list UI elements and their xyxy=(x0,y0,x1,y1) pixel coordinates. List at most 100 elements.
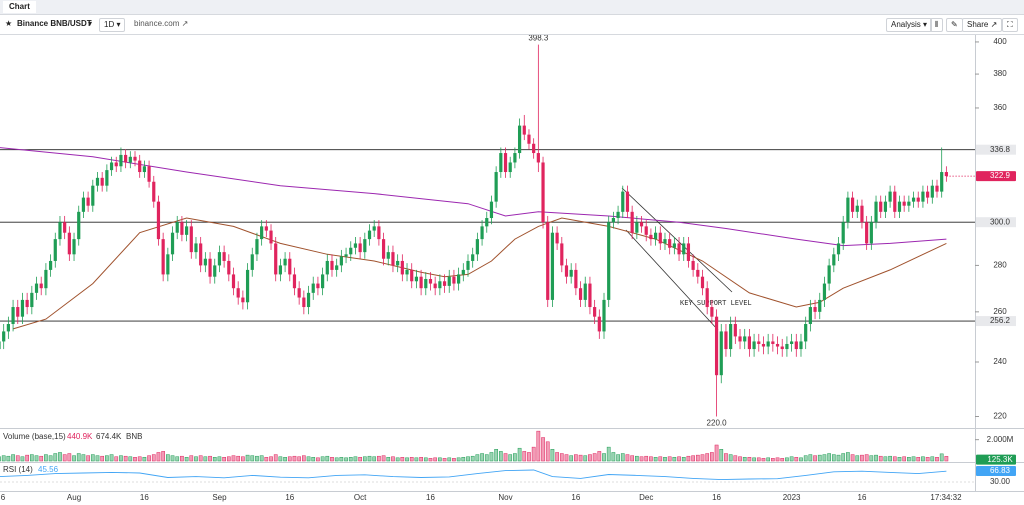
volume-current-box xyxy=(976,454,1016,465)
candle-body xyxy=(156,201,161,240)
candle-body xyxy=(522,125,526,135)
candle-body xyxy=(349,247,353,255)
candle-body xyxy=(433,283,437,289)
volume-bar xyxy=(302,455,306,462)
volume-bar xyxy=(892,456,897,462)
volume-bar xyxy=(916,457,921,462)
candle-body xyxy=(494,172,498,202)
volume-bar xyxy=(395,457,400,462)
candle-body xyxy=(771,341,775,344)
volume-bar xyxy=(297,456,302,462)
candle-body xyxy=(236,288,240,298)
volume-bar xyxy=(705,453,710,462)
volume-bar xyxy=(470,455,475,462)
candle-body xyxy=(255,239,259,255)
volume-bar xyxy=(311,457,316,462)
candle-body xyxy=(241,297,245,303)
volume-bar xyxy=(330,457,334,462)
volume-bar xyxy=(433,457,438,462)
candle-body xyxy=(780,346,784,350)
volume-bar xyxy=(456,457,461,462)
candle-body xyxy=(705,288,709,308)
candle-body xyxy=(874,201,878,223)
candle-body xyxy=(119,154,123,167)
volume-bar xyxy=(292,455,297,462)
symbol-dropdown[interactable]: ▾ xyxy=(88,19,93,28)
share-button[interactable]: Share ↗ xyxy=(962,18,1003,32)
volume-bar xyxy=(170,455,175,462)
volume-bar xyxy=(658,456,663,462)
favorite-icon[interactable]: ★ xyxy=(5,19,13,28)
tab[interactable]: Chart xyxy=(3,1,36,13)
candle-body xyxy=(785,343,789,350)
candle-body xyxy=(663,239,667,244)
analysis-button[interactable]: Analysis ▾ xyxy=(886,18,933,32)
volume-bar xyxy=(442,458,447,462)
fullscreen-button[interactable]: ⛶ xyxy=(1002,18,1018,32)
pane-borders xyxy=(0,34,1024,492)
candle-body xyxy=(344,254,348,257)
candle-body xyxy=(696,269,700,277)
volume-bar xyxy=(175,456,180,462)
volume-bar xyxy=(878,455,883,462)
candle-body xyxy=(546,222,550,300)
candle-body xyxy=(278,265,282,275)
candle-body xyxy=(555,232,559,244)
volume-bar xyxy=(691,455,695,462)
share: Share xyxy=(967,20,989,29)
candle-body xyxy=(879,201,883,212)
candle-body xyxy=(264,226,268,231)
candle-body xyxy=(419,276,423,289)
volume-bar xyxy=(362,456,367,462)
volume-bar xyxy=(869,455,874,462)
volume-bar xyxy=(930,456,935,462)
symbol[interactable]: Binance BNB/USDT xyxy=(17,19,92,28)
volume-bar xyxy=(409,457,414,462)
source-link[interactable]: binance.com ↗ xyxy=(134,19,189,28)
candle-body xyxy=(593,307,597,317)
moving-average xyxy=(0,147,947,247)
volume-bar xyxy=(86,455,90,462)
rsi-current-box xyxy=(976,465,1016,476)
candle-body xyxy=(564,265,569,277)
candle-body xyxy=(766,341,770,347)
volume-bar xyxy=(320,456,325,462)
candle-body xyxy=(799,341,803,350)
volume-bar xyxy=(841,453,846,462)
candle-body xyxy=(597,316,601,332)
x-tick-label: Sep xyxy=(212,493,227,502)
candle-body xyxy=(438,281,442,289)
volume-bar xyxy=(681,457,686,462)
volume-bar xyxy=(911,456,916,462)
volume-bar xyxy=(527,452,531,462)
candle-body xyxy=(836,243,841,255)
candle-body xyxy=(166,254,170,275)
interval-button[interactable]: 1D ▾ xyxy=(99,18,126,32)
candle-body xyxy=(217,252,222,266)
candle-body xyxy=(513,153,517,163)
candle-body xyxy=(372,226,376,231)
candle-body xyxy=(363,239,367,253)
candle-body xyxy=(940,172,944,192)
candle-body xyxy=(790,341,794,344)
volume-bar xyxy=(484,454,489,462)
volume-legend-value: 440.9K xyxy=(67,432,93,441)
candle-body xyxy=(471,254,475,261)
indicators-button[interactable]: ⫴ xyxy=(930,18,944,32)
volume-bar xyxy=(269,456,273,462)
candle-body xyxy=(649,234,653,240)
candle-body xyxy=(405,269,409,275)
candle-body xyxy=(616,211,620,219)
candle-body xyxy=(738,336,742,342)
volume-bar xyxy=(700,454,705,462)
volume-bar xyxy=(508,454,513,462)
candle-body xyxy=(560,243,564,266)
candle-body xyxy=(124,154,128,163)
draw-button[interactable]: ✎ xyxy=(946,18,963,32)
volume-bar xyxy=(611,452,616,462)
candle-body xyxy=(757,341,761,344)
volume-bar xyxy=(325,455,330,462)
